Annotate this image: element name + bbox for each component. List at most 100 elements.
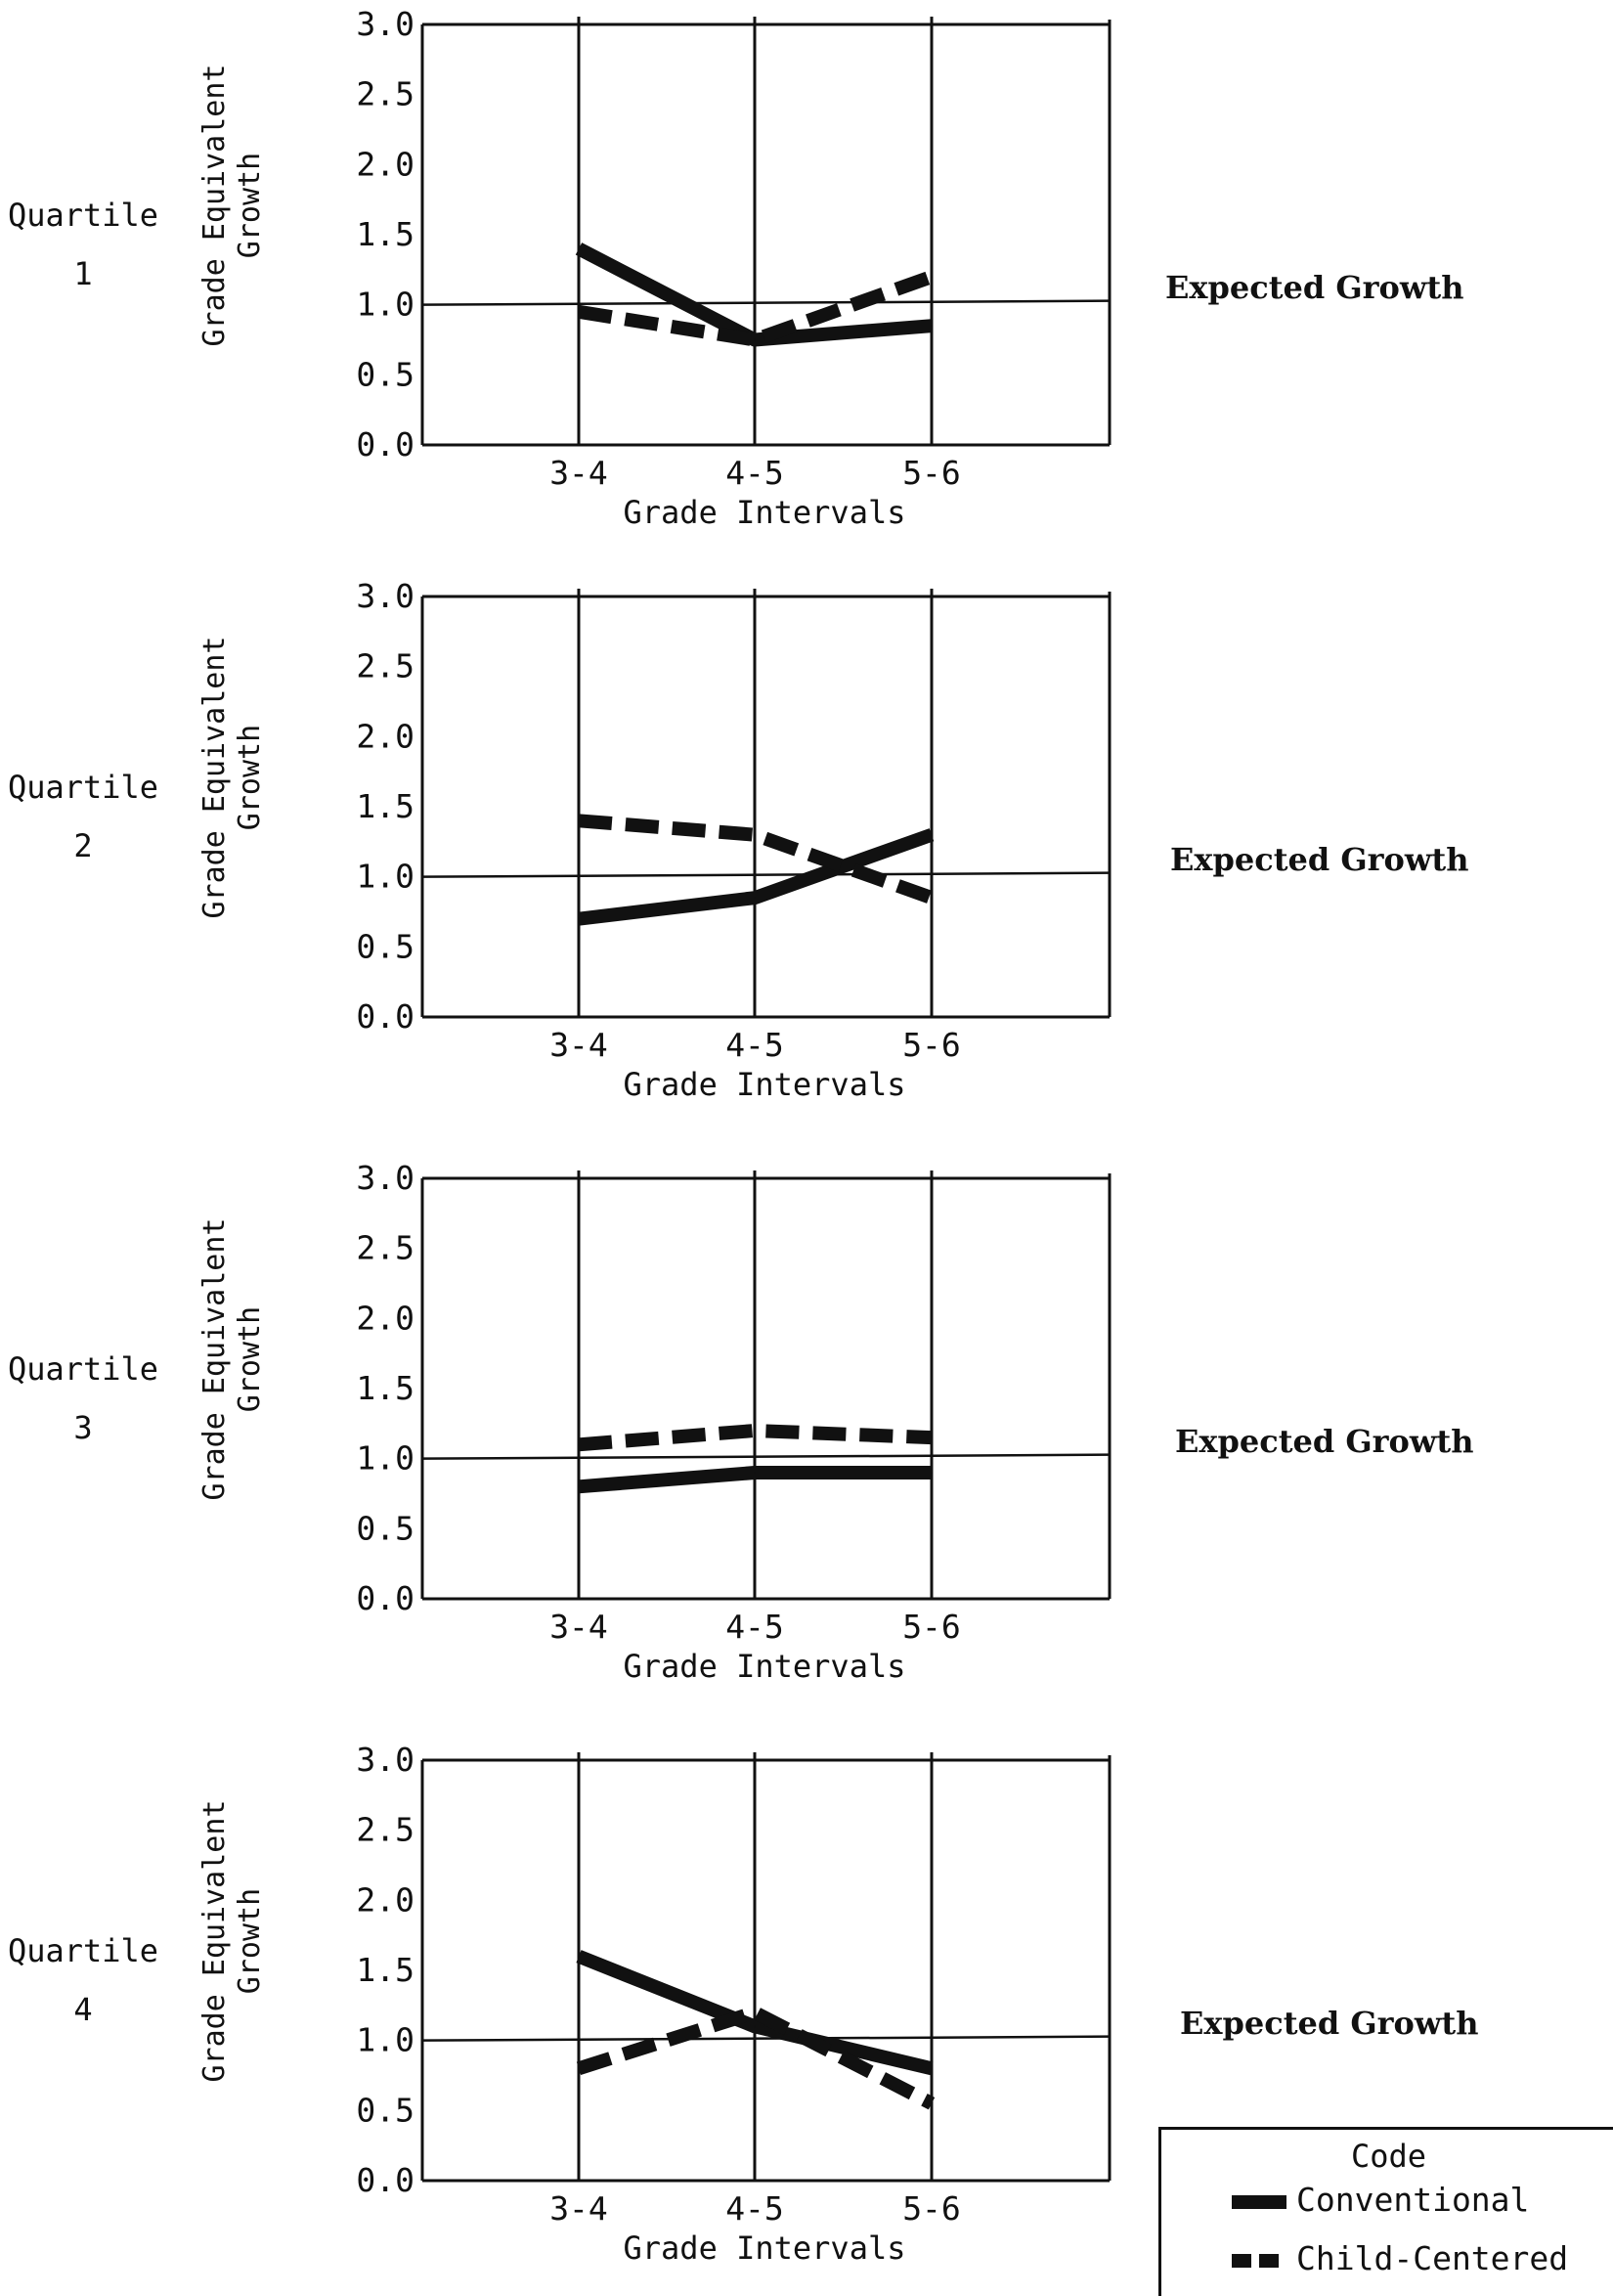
expected-growth-label: Expected Growth	[1180, 2005, 1479, 2042]
x-tick-label: 4-5	[725, 2189, 784, 2228]
y-tick-label: 1.0	[356, 2021, 414, 2059]
data-point-conventional	[931, 325, 933, 328]
legend-item-child-centered: Child-Centered	[1230, 2239, 1568, 2277]
data-point-conventional	[931, 1472, 933, 1474]
data-point-conventional	[754, 1472, 756, 1474]
data-point-conventional	[578, 1485, 580, 1488]
y-tick-label: 3.0	[356, 1741, 414, 1779]
data-point-child-centered	[754, 338, 756, 341]
x-axis-title: Grade Intervals	[624, 1066, 906, 1103]
y-tick-label: 0.5	[356, 1509, 414, 1547]
data-point-conventional	[578, 1955, 580, 1958]
data-point-child-centered	[754, 2011, 756, 2013]
quartile-word: Quartile	[7, 1350, 159, 1388]
quartile-word: Quartile	[7, 769, 159, 806]
legend-label-child-centered: Child-Centered	[1296, 2239, 1569, 2277]
y-tick-label: 2.0	[356, 1299, 414, 1337]
x-tick-label: 4-5	[725, 454, 784, 492]
x-tick-label: 4-5	[725, 1026, 784, 1064]
expected-growth-line	[421, 871, 1111, 878]
y-tick-label: 2.5	[356, 75, 414, 113]
x-tick-label: 3-4	[549, 1608, 608, 1646]
x-tick-label: 3-4	[549, 1026, 608, 1064]
y-tick-label: 0.5	[356, 2091, 414, 2129]
expected-growth-label: Expected Growth	[1170, 841, 1469, 878]
data-point-child-centered	[931, 897, 933, 900]
y-tick-label: 3.0	[356, 577, 414, 615]
y-tick-label: 1.0	[356, 858, 414, 896]
x-tick-label: 5-6	[902, 1608, 961, 1646]
x-tick-label: 5-6	[902, 454, 961, 492]
quartile-number: 4	[73, 1991, 93, 2028]
y-tick-label: 1.5	[356, 1951, 414, 1989]
x-tick-label: 3-4	[549, 454, 608, 492]
expected-growth-line	[421, 1453, 1111, 1460]
data-point-conventional	[931, 2067, 933, 2070]
quartile-number: 3	[73, 1409, 93, 1446]
quartile-label: Quartile 3	[0, 1340, 166, 1457]
data-point-child-centered	[578, 310, 580, 313]
data-point-child-centered	[931, 1436, 933, 1439]
x-tick-label: 4-5	[725, 1608, 784, 1646]
data-point-child-centered	[931, 276, 933, 278]
series-line-child-centered	[576, 2006, 936, 2110]
y-tick-label: 0.0	[356, 2161, 414, 2199]
quartile-panel-3: Quartile 3 Grade Equivalent Growth Expected …	[0, 1154, 1613, 1685]
data-point-child-centered	[578, 819, 580, 822]
quartile-number: 2	[73, 827, 93, 864]
y-tick-label: 2.0	[356, 145, 414, 183]
y-tick-label: 2.0	[356, 717, 414, 755]
legend-title: Code	[1350, 2138, 1427, 2175]
y-tick-label: 2.0	[356, 1880, 414, 1919]
y-tick-label: 1.0	[356, 1439, 414, 1478]
dashed-line-swatch	[1232, 2253, 1286, 2268]
quartile-panel-2: Quartile 2 Grade Equivalent Growth Expected …	[0, 572, 1613, 1103]
quartile-label: Quartile 2	[0, 758, 166, 875]
y-tick-label: 2.5	[356, 647, 414, 685]
y-tick-label: 3.0	[356, 1159, 414, 1197]
data-point-child-centered	[931, 2102, 933, 2105]
y-tick-label: 1.0	[356, 286, 414, 324]
quartile-label: Quartile 1	[0, 186, 166, 303]
data-point-conventional	[578, 917, 580, 920]
data-point-conventional	[578, 247, 580, 250]
y-tick-label: 1.5	[356, 1369, 414, 1407]
y-tick-label: 0.0	[356, 1579, 414, 1617]
series-line-child-centered	[578, 814, 935, 905]
x-axis-title: Grade Intervals	[624, 2230, 906, 2267]
data-point-child-centered	[578, 2067, 580, 2070]
legend-label-conventional: Conventional	[1296, 2181, 1530, 2219]
legend-item-conventional: Conventional	[1230, 2181, 1529, 2219]
quartile-number: 1	[73, 255, 93, 292]
expected-growth-line	[421, 299, 1111, 306]
y-tick-label: 1.5	[356, 215, 414, 253]
data-point-conventional	[931, 833, 933, 836]
quartile-panel-1: Quartile 1 Grade Equivalent Growth Expected …	[0, 0, 1613, 531]
quartile-label: Quartile 4	[0, 1921, 166, 2039]
y-tick-label: 0.0	[356, 425, 414, 464]
data-point-conventional	[754, 897, 756, 900]
data-point-conventional	[754, 2025, 756, 2028]
y-tick-label: 2.5	[356, 1811, 414, 1849]
y-tick-label: 3.0	[356, 5, 414, 43]
x-tick-label: 3-4	[549, 2189, 608, 2228]
y-tick-label: 0.5	[356, 927, 414, 965]
expected-growth-label: Expected Growth	[1165, 269, 1464, 306]
solid-line-swatch	[1232, 2194, 1286, 2209]
quartile-word: Quartile	[7, 1932, 159, 1969]
expected-growth-label: Expected Growth	[1175, 1423, 1474, 1460]
y-tick-label: 1.5	[356, 787, 414, 825]
x-axis-title: Grade Intervals	[624, 1648, 906, 1685]
x-tick-label: 5-6	[902, 2189, 961, 2228]
expected-growth-line	[421, 2035, 1111, 2042]
quartile-word: Quartile	[7, 197, 159, 234]
data-point-child-centered	[578, 1443, 580, 1446]
y-tick-label: 0.0	[356, 997, 414, 1036]
data-point-child-centered	[754, 833, 756, 836]
quartile-panel-4: Quartile 4 Grade Equivalent Growth Expected …	[0, 1736, 1613, 2267]
x-tick-label: 5-6	[902, 1026, 961, 1064]
